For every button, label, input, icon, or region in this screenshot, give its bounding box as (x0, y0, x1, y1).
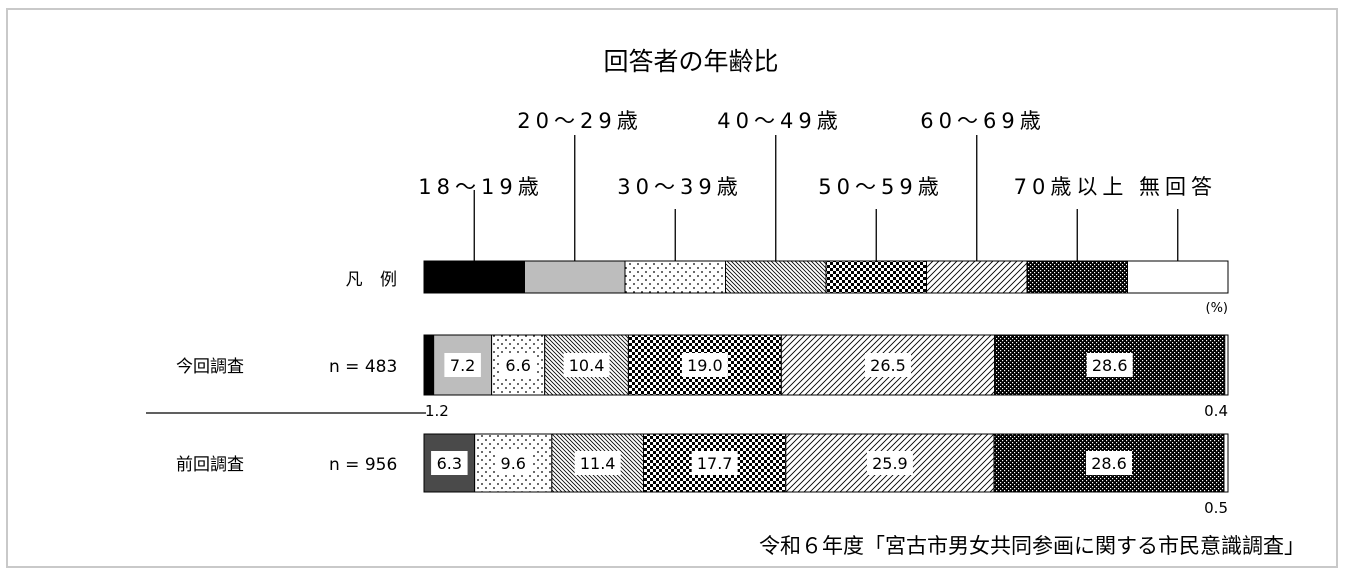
bar-0-outside-value-0: 1.2 (425, 402, 449, 420)
bar-1-outside-value-6: 0.5 (1204, 499, 1228, 517)
legend-label-2: 30～39歳 (617, 175, 742, 199)
bar-0-seg-0 (423, 334, 435, 396)
bar-0-label-bg-5 (864, 353, 911, 377)
chart-title: 回答者の年齢比 (603, 47, 778, 76)
legend-swatch-0 (423, 260, 525, 294)
bar-0-value-1: 7.2 (450, 356, 475, 375)
bar-1-seg-6 (1223, 433, 1229, 493)
legend-label-0: 18～19歳 (418, 175, 543, 199)
legend-swatch-1 (524, 260, 626, 294)
bar-1-value-2: 11.4 (580, 454, 616, 473)
legend-swatch-3 (725, 260, 827, 294)
bar-1-value-4: 25.9 (872, 454, 908, 473)
bar-0-value-4: 19.0 (687, 356, 723, 375)
bar-1-label-bg-2 (574, 451, 621, 475)
legend-label-6: 70歳以上 (1014, 175, 1129, 199)
bar-1-value-0: 6.3 (437, 454, 462, 473)
legend-swatch-6 (1026, 260, 1128, 294)
bar-0-outside-value-7: 0.4 (1204, 402, 1228, 420)
legend-label-3: 40～49歳 (717, 109, 842, 133)
bar-1-label-bg-4 (866, 451, 913, 475)
bar-1-label-bg-1 (494, 451, 532, 475)
legend-label-5: 60～69歳 (920, 109, 1045, 133)
bar-1-label-bg-5 (1086, 451, 1133, 475)
bar-0-value-5: 26.5 (870, 356, 906, 375)
bar-0-label-bg-2 (499, 353, 537, 377)
legend-title: 凡 例 (346, 270, 403, 290)
legend-swatch-2 (624, 260, 726, 294)
bar-0-label-bg-1 (444, 353, 481, 377)
bar-1-value-5: 28.6 (1091, 454, 1127, 473)
bar-0-seg-7 (1224, 334, 1229, 396)
row-label-0: 今回調査 (176, 357, 244, 377)
legend-label-4: 50～59歳 (818, 175, 943, 199)
row-label-1: 前回調査 (176, 455, 244, 475)
bar-1-label-bg-0 (431, 451, 468, 475)
legend-label-7: 無回答 (1139, 175, 1217, 199)
unit-label: (%) (1206, 301, 1229, 316)
bar-0-value-6: 28.6 (1092, 356, 1128, 375)
legend-label-1: 20～29歳 (517, 109, 642, 133)
bar-0-label-bg-3 (563, 353, 610, 377)
legend-swatch-5 (926, 260, 1028, 294)
bar-0-label-bg-6 (1086, 353, 1133, 377)
row-n-0: n = 483 (329, 357, 397, 377)
age-ratio-chart: 回答者の年齢比 18～19歳 20～29歳 30～39歳 40～49歳 50～59歳 60～… (146, 47, 1305, 558)
legend-swatch-7 (1127, 260, 1229, 294)
chart-frame: 回答者の年齢比 18～19歳 20～29歳 30～39歳 40～49歳 50～59歳 60～… (6, 8, 1338, 568)
bar-0-value-3: 10.4 (569, 356, 605, 375)
source-note: 令和６年度「宮古市男女共同参画に関する市民意識調査」 (759, 534, 1305, 558)
row-n-1: n = 956 (329, 455, 397, 475)
bar-0-value-2: 6.6 (505, 356, 530, 375)
bar-1-value-3: 17.7 (697, 454, 733, 473)
bar-1-value-1: 9.6 (501, 454, 526, 473)
bar-1-label-bg-3 (691, 451, 738, 475)
bar-0-label-bg-4 (681, 353, 728, 377)
legend-swatch-4 (825, 260, 927, 294)
